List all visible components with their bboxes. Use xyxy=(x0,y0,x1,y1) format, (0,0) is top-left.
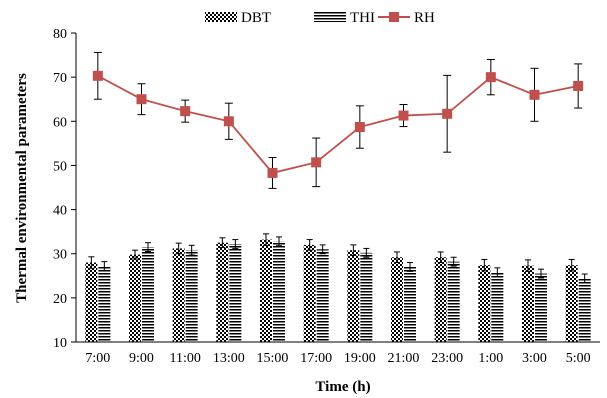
axes xyxy=(75,33,600,343)
legend-item-thi: THI xyxy=(314,10,375,26)
x-tick-label: 19:00 xyxy=(344,351,376,366)
bar-dbt xyxy=(522,265,534,342)
y-tick-label: 70 xyxy=(53,71,67,86)
rh-point xyxy=(354,122,365,133)
x-axis-title: Time (h) xyxy=(315,379,370,395)
y-axis-ticks: 10 20 30 40 50 60 70 80 xyxy=(53,27,76,351)
bar-dbt xyxy=(260,239,272,342)
y-tick-label: 30 xyxy=(53,248,67,263)
bar-dbt xyxy=(172,248,185,342)
x-axis-ticks: 7:00 9:00 11:00 13:00 15:00 17:00 19:00 21:00 23… xyxy=(85,351,590,366)
x-tick-label: 21:00 xyxy=(388,351,420,366)
bar-thi xyxy=(360,252,373,342)
rh-line xyxy=(97,75,579,174)
rh-point xyxy=(529,89,540,100)
bar-dbt xyxy=(129,254,141,342)
bar-dbt xyxy=(565,265,578,342)
legend-label-thi: THI xyxy=(350,10,375,26)
bar-thi xyxy=(273,241,285,342)
bar-thi xyxy=(447,261,460,342)
y-tick-label: 80 xyxy=(53,27,67,42)
x-tick-label: 1:00 xyxy=(478,351,503,366)
bar-thi xyxy=(142,247,154,342)
bar-dbt xyxy=(478,265,491,342)
rh-point xyxy=(573,80,584,91)
legend-swatch-thi xyxy=(314,12,346,22)
rh-series xyxy=(92,51,584,189)
rh-point xyxy=(485,72,496,83)
rh-point xyxy=(442,108,453,119)
x-tick-label: 23:00 xyxy=(431,351,463,366)
y-tick-label: 40 xyxy=(53,204,67,219)
bar-dbt xyxy=(85,262,98,342)
bar-thi xyxy=(98,266,111,342)
legend-label-rh: RH xyxy=(414,10,435,26)
bar-thi xyxy=(229,244,242,342)
x-tick-label: 3:00 xyxy=(522,351,547,366)
x-tick-label: 7:00 xyxy=(85,351,110,366)
rh-point xyxy=(180,106,191,117)
legend-item-dbt: DBT xyxy=(205,10,271,26)
bar-dbt xyxy=(391,257,403,342)
rh-point xyxy=(223,116,234,127)
y-tick-label: 10 xyxy=(53,336,67,351)
bar-dbt xyxy=(303,244,316,342)
rh-point xyxy=(136,94,147,105)
legend: DBT THI RH xyxy=(205,10,435,26)
legend-label-dbt: DBT xyxy=(241,10,271,26)
rh-point xyxy=(267,167,278,178)
rh-point xyxy=(92,70,103,81)
bar-thi xyxy=(578,278,591,342)
x-tick-label: 17:00 xyxy=(300,351,332,366)
bar-thi xyxy=(535,273,547,342)
x-tick-label: 13:00 xyxy=(213,351,245,366)
bar-dbt xyxy=(434,257,447,342)
y-axis-title: Thermal environmental parameters xyxy=(14,73,30,303)
legend-marker-rh xyxy=(389,12,399,22)
bar-thi xyxy=(316,249,329,342)
legend-item-rh: RH xyxy=(378,10,435,26)
y-tick-label: 20 xyxy=(53,292,67,307)
x-tick-label: 11:00 xyxy=(169,351,200,366)
y-tick-label: 60 xyxy=(53,115,67,130)
bar-dbt xyxy=(216,242,229,342)
rh-point xyxy=(311,157,322,168)
x-tick-label: 9:00 xyxy=(129,351,154,366)
bar-thi xyxy=(404,266,416,342)
x-tick-label: 15:00 xyxy=(257,351,289,366)
x-tick-label: 5:00 xyxy=(566,351,591,366)
bars xyxy=(85,233,591,342)
bar-thi xyxy=(185,250,198,342)
bar-thi xyxy=(491,272,504,342)
bar-dbt xyxy=(347,250,360,342)
rh-point xyxy=(398,110,409,121)
y-tick-label: 50 xyxy=(53,159,67,174)
legend-swatch-dbt xyxy=(205,12,237,22)
